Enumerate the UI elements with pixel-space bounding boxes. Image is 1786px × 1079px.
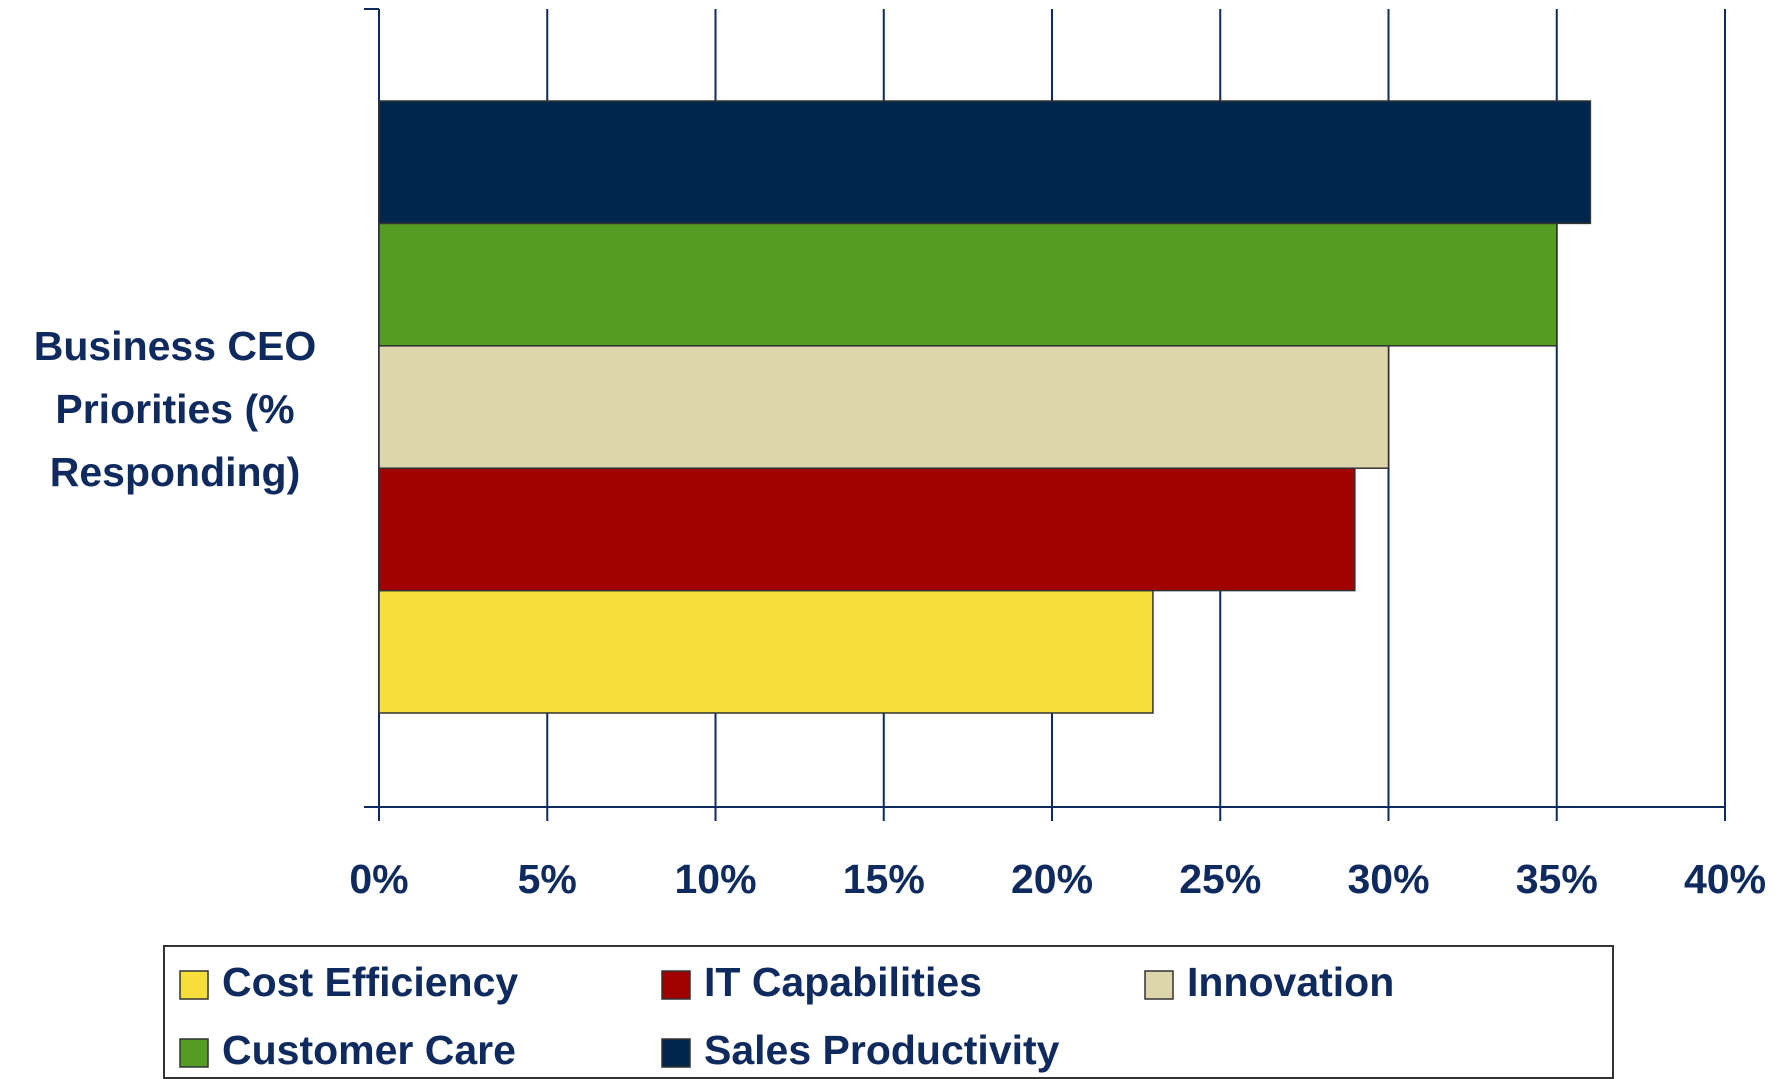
legend-swatch [1144,970,1174,1000]
bar [378,100,1592,225]
legend-label: IT Capabilities [704,959,982,1005]
legend-label: Innovation [1187,959,1394,1005]
legend-swatch [661,1038,691,1068]
bar [378,345,1390,469]
x-tick-label: 0% [349,856,408,902]
legend-swatch [179,1038,209,1068]
x-tick-label: 30% [1347,856,1429,902]
legend-label: Cost Efficiency [222,959,518,1005]
x-tick-label: 35% [1516,856,1598,902]
x-tick-label: 40% [1684,856,1766,902]
x-tick-label: 10% [674,856,756,902]
x-tick-label: 20% [1011,856,1093,902]
legend-label: Customer Care [222,1027,516,1073]
bar [378,222,1558,347]
legend-swatch [661,970,691,1000]
x-tick-label: 15% [843,856,925,902]
bar [378,467,1356,592]
category-label: Business CEO Priorities (% Responding) [33,323,317,495]
legend-label: Sales Productivity [704,1027,1060,1073]
legend-box [163,945,1614,1079]
x-tick-label: 5% [518,856,577,902]
x-tick-label: 25% [1179,856,1261,902]
legend-swatch [179,970,209,1000]
bar [378,589,1154,714]
